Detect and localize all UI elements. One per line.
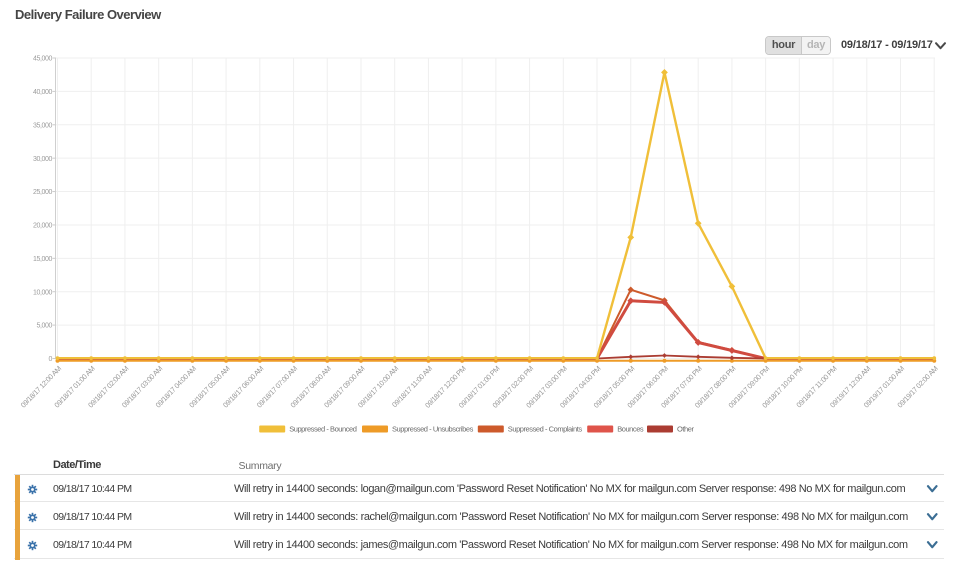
svg-text:15,000: 15,000 (33, 256, 53, 263)
svg-text:Other: Other (677, 425, 694, 434)
svg-text:Suppressed - Complaints: Suppressed - Complaints (508, 425, 583, 434)
svg-text:Suppressed - Bounced: Suppressed - Bounced (289, 425, 357, 434)
svg-text:25,000: 25,000 (33, 189, 53, 196)
svg-text:Suppressed - Unsubscribes: Suppressed - Unsubscribes (392, 425, 474, 434)
svg-text:0: 0 (49, 356, 53, 363)
svg-text:35,000: 35,000 (33, 122, 53, 129)
svg-text:40,000: 40,000 (33, 89, 53, 96)
svg-text:5,000: 5,000 (36, 323, 52, 330)
svg-text:10,000: 10,000 (33, 289, 53, 296)
svg-text:Bounces: Bounces (617, 425, 644, 434)
svg-text:30,000: 30,000 (33, 156, 53, 163)
svg-text:45,000: 45,000 (33, 56, 53, 63)
svg-text:20,000: 20,000 (33, 223, 53, 230)
